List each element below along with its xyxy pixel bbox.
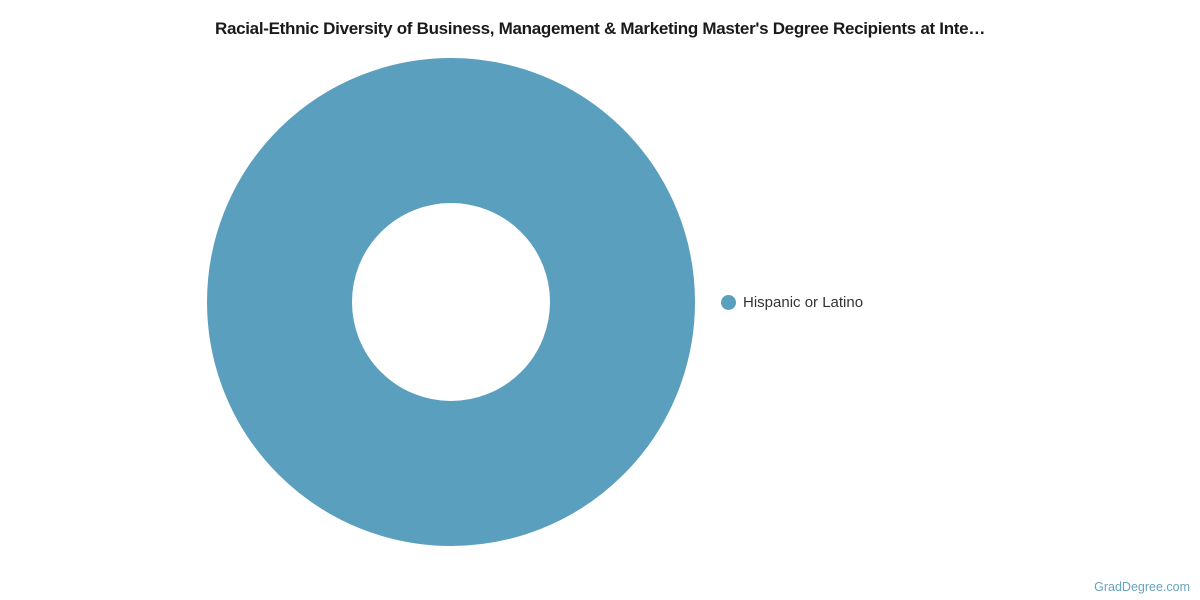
legend-marker-icon bbox=[721, 295, 736, 310]
chart-legend: Hispanic or Latino bbox=[721, 294, 863, 311]
legend-item-hispanic-or-latino[interactable]: Hispanic or Latino bbox=[721, 294, 863, 311]
chart-title: Racial-Ethnic Diversity of Business, Man… bbox=[214, 19, 986, 38]
donut-slice-hispanic-or-latino[interactable] bbox=[207, 58, 695, 546]
legend-label: Hispanic or Latino bbox=[743, 294, 864, 311]
donut-chart bbox=[207, 58, 695, 546]
watermark-link[interactable]: GradDegree.com bbox=[1094, 580, 1190, 594]
